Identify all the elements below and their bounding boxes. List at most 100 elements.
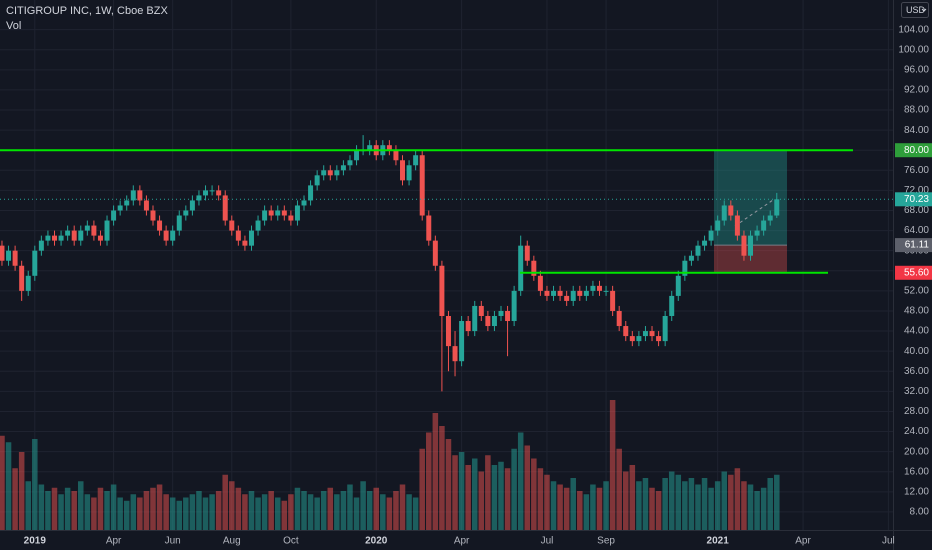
candle-body	[176, 215, 182, 231]
price-axis	[894, 0, 932, 530]
drawings[interactable]	[0, 149, 893, 274]
candle-body	[465, 321, 471, 332]
price-tag	[895, 265, 932, 280]
candle-body	[557, 290, 563, 296]
candle-body	[754, 230, 760, 236]
candle-body	[406, 165, 412, 181]
trade-path	[734, 199, 774, 227]
volume-bar	[596, 487, 603, 530]
volume-bar	[104, 491, 110, 530]
candle-body	[682, 260, 688, 276]
currency[interactable]: USD	[906, 5, 926, 15]
price-tag-label: 55.60	[904, 267, 929, 278]
volume-bar	[406, 494, 412, 530]
candle-body	[308, 185, 314, 201]
volume-bar	[274, 497, 281, 530]
volume-bar	[636, 481, 642, 530]
chart-title: CITIGROUP INC, 1W, Cboe BZX	[6, 5, 168, 17]
candle-body	[130, 190, 136, 201]
candle-body	[71, 230, 77, 241]
candle-body	[748, 235, 754, 256]
volume-bar	[524, 445, 531, 530]
candle-body	[524, 245, 530, 261]
candle-body	[386, 145, 392, 151]
volume-bar	[393, 491, 399, 530]
volume-bar	[531, 458, 537, 530]
candle-body	[170, 230, 176, 241]
volume-bar	[419, 448, 425, 530]
candle-body	[117, 205, 123, 211]
y-tick-label: 88.00	[904, 105, 929, 116]
volume-bar	[110, 484, 117, 530]
volume-bar	[130, 494, 137, 530]
candle-body	[623, 326, 629, 337]
candle-body	[196, 195, 202, 201]
volume-bar	[675, 474, 682, 530]
candle-body	[203, 190, 209, 196]
candle-body	[596, 285, 602, 291]
volume-bar	[544, 474, 550, 530]
price-tag	[895, 192, 932, 207]
candle-body	[367, 145, 373, 151]
y-tick-label: 40.00	[904, 346, 929, 357]
candle-body	[603, 290, 609, 292]
volume-bar	[255, 497, 261, 530]
currency-button[interactable]	[901, 2, 929, 18]
volume-bar	[84, 494, 91, 530]
volume-bar	[714, 481, 721, 530]
volume-bar	[721, 471, 728, 530]
volume-bar	[471, 458, 478, 530]
volume-bar	[235, 487, 242, 530]
candle-body	[741, 235, 747, 256]
price-tag	[895, 143, 932, 158]
volume-bar	[320, 491, 327, 530]
candle-body	[301, 200, 307, 206]
candle-body	[531, 260, 537, 276]
y-tick-label: 96.00	[904, 64, 929, 75]
volume-bar	[590, 484, 596, 530]
volume-bar	[261, 494, 268, 530]
volume-bar	[642, 478, 649, 530]
volume-bar	[51, 487, 58, 530]
volume-bar	[603, 481, 609, 530]
volume-bar	[734, 468, 741, 530]
volume-bar	[570, 478, 576, 530]
x-tick-label: Aug	[223, 536, 241, 547]
volume-bar	[517, 432, 524, 530]
volume-bar	[64, 487, 71, 530]
volume-bar	[268, 491, 274, 530]
candle-body	[590, 285, 596, 291]
candle-body	[708, 230, 714, 241]
y-tick-label: 104.00	[898, 24, 929, 35]
volume-bar	[649, 487, 655, 530]
candle-body	[0, 245, 5, 261]
x-tick-label: 2019	[24, 536, 47, 547]
candle-body	[78, 230, 84, 241]
volume-bar	[412, 497, 419, 530]
candle-body	[452, 346, 458, 362]
volume-bar	[353, 497, 360, 530]
candle-body	[222, 195, 228, 221]
volume-bar	[760, 487, 767, 530]
volume-bar	[688, 478, 695, 530]
volume-bar	[399, 484, 406, 530]
candle-body	[97, 235, 103, 241]
volume-bar	[629, 465, 636, 530]
candle-body	[327, 170, 333, 176]
candle-body	[340, 165, 346, 171]
x-tick-label: Jul	[882, 536, 895, 547]
candle-body	[734, 215, 740, 236]
candle-body	[400, 160, 406, 181]
volume-bar	[577, 491, 583, 530]
candle-body	[610, 290, 616, 311]
candle-body	[616, 310, 622, 327]
candle-body	[544, 290, 550, 296]
candle-body	[511, 290, 517, 322]
candle-body	[281, 210, 287, 216]
volume-bar	[550, 481, 557, 530]
x-tick-label: Jul	[541, 536, 554, 547]
volume-bar	[222, 474, 228, 530]
candle-body	[111, 210, 117, 221]
candle-body	[728, 205, 734, 216]
candle-body	[478, 305, 484, 316]
